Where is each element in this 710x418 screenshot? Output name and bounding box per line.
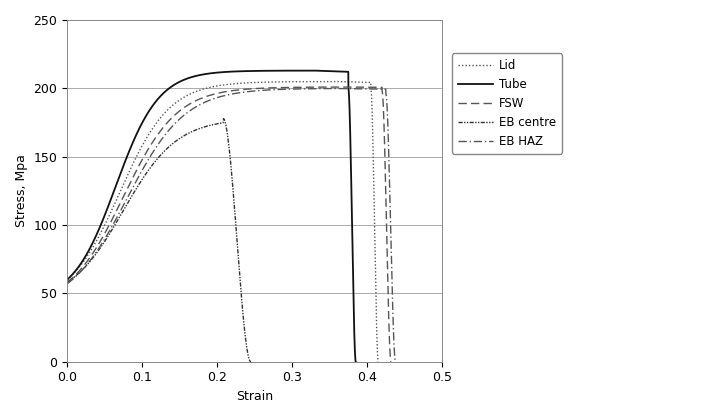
Lid (72, 268, 81, 273)
Tube (72, 268, 80, 273)
FSW (153, 133, 162, 138)
Lid (335, 79, 344, 84)
FSW (381, 186, 390, 191)
EB HAZ (154, 141, 163, 146)
Tube (310, 68, 319, 73)
Line: Lid: Lid (67, 82, 378, 362)
EB centre (246, 359, 255, 364)
Lid (332, 79, 341, 84)
EB HAZ (63, 281, 72, 286)
EB HAZ (386, 188, 394, 193)
EB centre (230, 204, 239, 209)
Tube (315, 68, 323, 73)
Lid (370, 185, 378, 190)
EB HAZ (73, 273, 82, 278)
Lid (289, 79, 297, 84)
FSW (73, 270, 82, 275)
EB centre (219, 116, 228, 121)
EB centre (202, 124, 211, 129)
Line: FSW: FSW (67, 87, 391, 362)
EB centre (179, 134, 187, 139)
EB HAZ (391, 359, 400, 364)
X-axis label: Strain: Strain (236, 390, 273, 403)
Y-axis label: Stress, Mpa: Stress, Mpa (15, 154, 28, 227)
Tube (63, 277, 72, 282)
EB centre (68, 276, 77, 281)
Tube (260, 68, 268, 73)
EB centre (63, 280, 72, 285)
Lid (275, 79, 284, 84)
Line: EB HAZ: EB HAZ (67, 89, 395, 362)
Legend: Lid, Tube, FSW, EB centre, EB HAZ: Lid, Tube, FSW, EB centre, EB HAZ (452, 53, 562, 154)
Lid (63, 277, 72, 282)
EB HAZ (300, 86, 309, 91)
FSW (387, 359, 395, 364)
FSW (297, 85, 306, 90)
FSW (63, 280, 72, 285)
FSW (345, 84, 354, 89)
Line: EB centre: EB centre (67, 119, 251, 362)
Lid (150, 124, 158, 129)
FSW (340, 84, 349, 89)
EB HAZ (285, 87, 294, 92)
Tube (143, 111, 152, 116)
FSW (283, 85, 292, 90)
Tube (351, 359, 360, 364)
Tube (273, 68, 281, 73)
Lid (374, 359, 383, 364)
Tube (347, 185, 356, 190)
EB centre (108, 227, 116, 232)
EB HAZ (329, 86, 338, 91)
Line: Tube: Tube (67, 71, 356, 362)
EB HAZ (349, 86, 357, 91)
EB centre (172, 138, 180, 143)
